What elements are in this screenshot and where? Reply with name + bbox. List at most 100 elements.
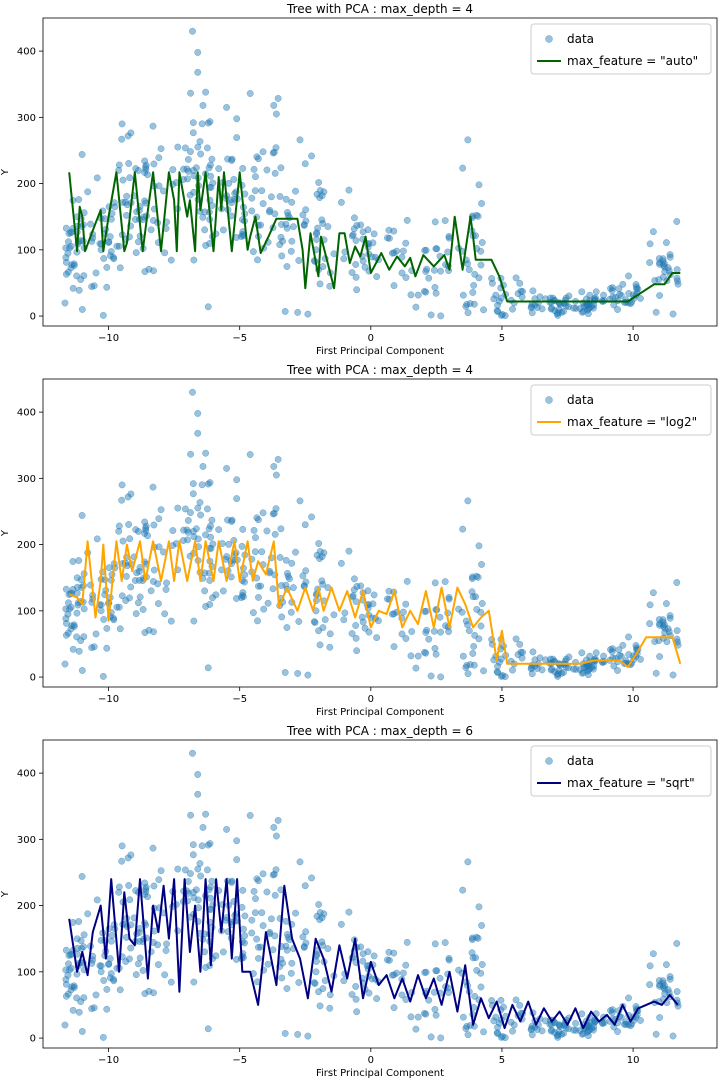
scatter-point [64, 629, 72, 637]
scatter-point [78, 666, 86, 674]
x-tick-label: −10 [98, 1055, 119, 1066]
scatter-point [666, 612, 674, 620]
scatter-point [625, 290, 633, 297]
scatter-point [432, 1011, 440, 1019]
scatter-point [100, 616, 108, 623]
scatter-point [470, 661, 478, 669]
scatter-point [73, 994, 81, 1002]
scatter-point [277, 233, 285, 241]
scatter-point [459, 525, 467, 533]
scatter-point [412, 303, 420, 311]
scatter-point [501, 1034, 509, 1042]
scatter-point [126, 174, 134, 182]
scatter-point [149, 217, 157, 224]
scatter-point [70, 262, 78, 269]
scatter-point [78, 305, 86, 313]
scatter-point [189, 851, 197, 859]
scatter-point [248, 194, 256, 202]
chart-panel-1: Tree with PCA : max_depth = 4−10 −5 0 5 1001… [0, 2, 718, 357]
scatter-point [656, 292, 664, 299]
scatter-point [147, 226, 155, 234]
scatter-point [157, 506, 165, 514]
scatter-point [202, 242, 210, 249]
scatter-point [92, 630, 100, 638]
scatter-point [445, 628, 453, 636]
scatter-point [283, 263, 291, 270]
scatter-point [619, 280, 627, 288]
scatter-point [122, 572, 130, 580]
scatter-point [464, 136, 472, 144]
scatter-point [118, 135, 126, 143]
scatter-point [62, 992, 70, 1000]
scatter-point [248, 916, 256, 924]
scatter-point [278, 974, 286, 982]
scatter-point [652, 1030, 660, 1038]
scatter-point [155, 876, 163, 884]
scatter-point [259, 148, 267, 156]
scatter-point [422, 268, 430, 275]
scatter-point [422, 968, 430, 976]
scatter-point [155, 182, 163, 190]
scatter-point [352, 983, 360, 990]
scatter-point [512, 274, 520, 282]
scatter-point [78, 512, 86, 519]
scatter-point [427, 311, 435, 319]
scatter-point [614, 306, 621, 313]
chart-panel-2: Tree with PCA : max_depth = 4−10 −5 0 5 1001… [0, 363, 718, 718]
scatter-point [365, 628, 373, 636]
scatter-point [475, 181, 483, 189]
scatter-point [340, 616, 348, 624]
scatter-point [174, 143, 182, 151]
scatter-point [659, 261, 667, 269]
scatter-point [318, 914, 326, 922]
scatter-point [135, 937, 143, 945]
scatter-point [469, 649, 477, 657]
scatter-point [150, 628, 157, 636]
scatter-point [62, 966, 70, 974]
scatter-point [288, 198, 296, 206]
scatter-point [239, 525, 247, 533]
y-axis-label: Y [0, 890, 11, 898]
scatter-point [92, 269, 100, 277]
scatter-point [84, 910, 92, 918]
scatter-point [64, 610, 72, 618]
scatter-point [310, 979, 318, 987]
scatter-point [580, 663, 588, 671]
scatter-point [282, 220, 290, 228]
scatter-point [194, 504, 202, 512]
scatter-point [390, 1004, 398, 1012]
scatter-point [649, 950, 657, 958]
scatter-point [662, 961, 670, 969]
scatter-point [625, 994, 632, 1002]
scatter-point [288, 559, 296, 567]
scatter-point [150, 160, 158, 168]
scatter-point [432, 289, 440, 297]
scatter-point [80, 605, 88, 613]
scatter-point [510, 1021, 518, 1029]
scatter-point [402, 961, 410, 969]
scatter-point [106, 955, 114, 963]
scatter-point [110, 977, 118, 985]
scatter-point [208, 516, 216, 524]
scatter-point [294, 669, 302, 677]
scatter-point [108, 932, 116, 939]
scatter-point [468, 575, 476, 583]
scatter-point [223, 825, 231, 833]
scatter-point [478, 239, 486, 246]
scatter-point [352, 237, 360, 244]
scatter-point [656, 621, 663, 629]
scatter-point [100, 977, 108, 984]
scatter-point [289, 223, 297, 231]
scatter-point [124, 854, 132, 862]
scatter-point [432, 650, 440, 658]
scatter-point [67, 242, 75, 250]
scatter-point [674, 280, 682, 288]
scatter-point [270, 870, 278, 878]
scatter-point [649, 228, 657, 236]
scatter-point [316, 1002, 324, 1010]
scatter-point [586, 304, 593, 312]
scatter-point [75, 557, 83, 564]
scatter-point [233, 856, 241, 864]
scatter-point [141, 990, 149, 998]
